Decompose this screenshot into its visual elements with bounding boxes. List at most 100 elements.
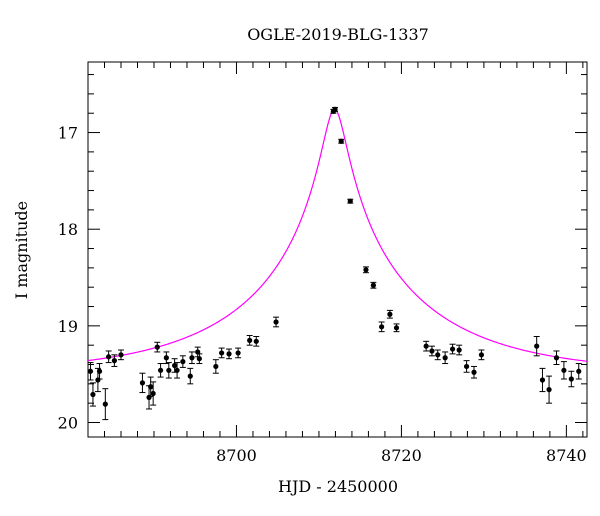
y-tick-label: 19 (58, 317, 78, 336)
data-point (111, 354, 118, 367)
x-tick-label: 8740 (546, 446, 587, 465)
data-marker (154, 344, 160, 350)
data-point (463, 360, 470, 373)
data-marker (157, 367, 164, 373)
y-tick-label: 18 (58, 220, 78, 239)
chart-title: OGLE-2019-BLG-1337 (247, 25, 429, 44)
data-point (478, 349, 485, 361)
data-marker (576, 368, 582, 374)
data-marker (347, 198, 353, 204)
data-point (117, 349, 124, 361)
data-marker (553, 355, 560, 361)
data-marker (332, 106, 338, 112)
data-marker (196, 356, 202, 362)
data-point (338, 138, 345, 144)
data-point (89, 382, 96, 407)
data-marker (435, 352, 441, 358)
data-marker (213, 363, 219, 370)
data-point (174, 362, 181, 379)
x-tick-label: 8700 (216, 446, 257, 465)
data-marker (96, 368, 103, 374)
data-marker (449, 346, 456, 352)
data-marker (174, 367, 180, 373)
data-point (165, 362, 172, 379)
data-marker (478, 352, 485, 358)
data-point (471, 365, 478, 379)
data-marker (393, 325, 400, 331)
data-point (246, 335, 253, 346)
data-marker (387, 311, 393, 317)
y-tick-label: 17 (58, 124, 78, 143)
model-curve (87, 108, 588, 362)
data-marker (148, 384, 154, 390)
axis-ticks: 8700 8720 8740 17 18 19 20 (58, 62, 587, 465)
x-axis-title: HJD - 2450000 (278, 477, 398, 496)
data-marker (471, 369, 477, 375)
data-point (150, 381, 157, 406)
data-point (273, 316, 280, 328)
data-marker (111, 358, 117, 364)
data-marker (118, 352, 124, 358)
data-point (442, 351, 449, 365)
data-point (102, 388, 109, 421)
data-marker (150, 390, 156, 397)
data-point (362, 266, 369, 274)
data-point (434, 349, 441, 361)
data-marker (456, 347, 462, 353)
data-point (370, 281, 377, 289)
data-point (546, 375, 553, 404)
plot-border (87, 61, 588, 438)
data-point (568, 370, 575, 388)
data-point (386, 309, 393, 319)
data-marker (463, 363, 470, 370)
data-marker (539, 377, 546, 383)
data-point (163, 351, 170, 365)
data-point (533, 335, 540, 357)
data-marker (189, 355, 195, 361)
data-marker (363, 267, 369, 273)
data-point (218, 347, 225, 359)
data-marker (180, 359, 186, 365)
data-point (154, 341, 161, 353)
model-curve-layer (87, 108, 588, 362)
data-point (347, 198, 354, 204)
data-point (449, 343, 456, 355)
data-marker (423, 343, 429, 349)
data-point (253, 335, 260, 347)
data-point (553, 350, 560, 366)
data-marker (235, 350, 241, 356)
data-marker (546, 387, 552, 393)
data-marker (429, 348, 435, 354)
data-marker (102, 401, 108, 407)
data-point (157, 363, 164, 378)
data-point (226, 348, 233, 360)
data-point (196, 353, 203, 365)
data-point (456, 344, 463, 356)
data-point (105, 350, 112, 364)
data-point (212, 359, 219, 374)
data-marker (195, 349, 201, 355)
data-marker (253, 338, 259, 344)
data-point (575, 363, 582, 380)
data-point (235, 347, 242, 359)
data-marker (568, 376, 574, 382)
data-marker (534, 343, 540, 349)
data-marker (106, 354, 112, 360)
data-marker (273, 319, 279, 325)
data-point (96, 363, 103, 380)
data-point (179, 355, 186, 368)
data-point (87, 362, 94, 381)
data-marker (379, 324, 385, 330)
data-point (560, 361, 567, 380)
plot-frame (87, 61, 588, 438)
data-marker (442, 355, 448, 361)
data-marker (87, 368, 94, 374)
data-point (428, 345, 435, 357)
y-axis-title: I magnitude (12, 201, 31, 299)
data-point (139, 372, 146, 394)
data-point (332, 106, 339, 112)
data-marker (172, 362, 178, 369)
data-marker (226, 351, 232, 357)
data-marker (247, 337, 253, 343)
